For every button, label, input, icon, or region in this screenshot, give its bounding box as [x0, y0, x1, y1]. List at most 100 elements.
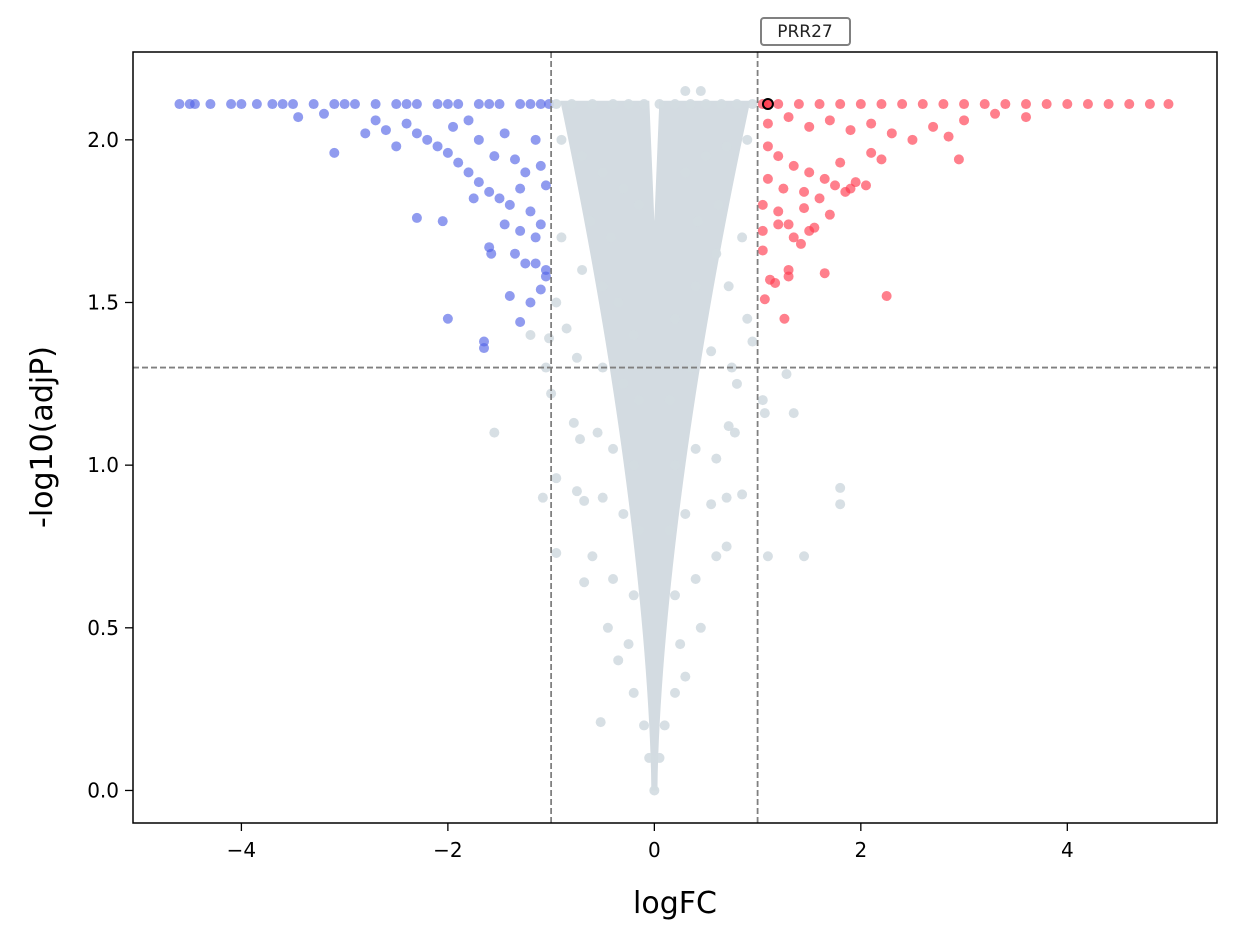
x-axis-title: logFC: [633, 886, 717, 921]
data-point: [575, 434, 586, 445]
data-point: [737, 489, 748, 500]
data-point: [866, 147, 877, 158]
data-point: [824, 209, 835, 220]
data-point: [680, 671, 691, 682]
data-point: [1103, 99, 1114, 110]
data-point: [804, 121, 815, 132]
data-point: [700, 151, 711, 162]
data-point: [628, 330, 639, 341]
data-point: [349, 99, 360, 110]
data-point: [370, 99, 381, 110]
annotation-label: PRR27: [777, 22, 833, 42]
data-point: [795, 238, 806, 249]
data-point: [579, 495, 590, 506]
data-point: [757, 245, 768, 256]
data-point: [654, 99, 665, 110]
y-tick-label: 1.0: [87, 453, 119, 477]
data-point: [540, 271, 551, 282]
data-point: [551, 473, 562, 484]
data-point: [504, 199, 515, 210]
data-point: [288, 99, 299, 110]
x-tick-label: 2: [854, 838, 867, 862]
data-point: [723, 421, 734, 432]
series-down: [174, 99, 555, 354]
data-point: [690, 574, 701, 585]
data-point: [685, 362, 696, 373]
data-point: [515, 183, 526, 194]
data-point: [819, 268, 830, 279]
data-point: [721, 141, 732, 152]
data-point: [308, 99, 319, 110]
data-point: [680, 86, 691, 97]
data-point: [759, 294, 770, 305]
x-tick-label: −4: [227, 838, 256, 862]
data-point: [943, 131, 954, 142]
data-point: [711, 248, 722, 259]
x-tick-label: −2: [433, 838, 462, 862]
data-point: [597, 167, 608, 178]
annotation-layer: PRR27: [760, 17, 851, 46]
data-point: [579, 577, 590, 588]
data-point: [174, 99, 185, 110]
data-point: [267, 99, 278, 110]
data-point: [928, 121, 939, 132]
data-point: [535, 160, 546, 171]
data-point: [551, 99, 562, 110]
data-point: [783, 219, 794, 230]
data-point: [716, 99, 727, 110]
data-point: [422, 134, 433, 145]
data-point: [535, 99, 546, 110]
data-point: [613, 297, 624, 308]
data-point: [540, 180, 551, 191]
data-point: [793, 99, 804, 110]
data-point: [602, 622, 613, 633]
data-point: [628, 460, 639, 471]
plot-frame: [132, 51, 1218, 824]
data-point: [835, 157, 846, 168]
data-point: [814, 193, 825, 204]
data-point: [448, 121, 459, 132]
ns-density-area: [560, 100, 751, 791]
data-point: [370, 115, 381, 126]
data-point: [659, 720, 670, 731]
axis-ticks: −4 −2 0 2 4 0.0 0.5 1.0 1.5 2.0: [87, 128, 1073, 862]
data-point: [251, 99, 262, 110]
data-point: [680, 508, 691, 519]
data-point: [329, 147, 340, 158]
data-point: [463, 167, 474, 178]
data-point: [783, 271, 794, 282]
x-tick-label: 0: [648, 838, 661, 862]
data-point: [711, 551, 722, 562]
data-point: [1124, 99, 1135, 110]
data-point: [453, 157, 464, 168]
data-point: [571, 352, 582, 363]
data-point: [773, 151, 784, 162]
data-point: [959, 115, 970, 126]
data-point: [184, 99, 195, 110]
data-point: [520, 258, 531, 269]
data-point: [788, 408, 799, 419]
data-point: [814, 99, 825, 110]
data-point: [411, 128, 422, 139]
data-point: [845, 125, 856, 136]
data-point: [515, 317, 526, 328]
data-point: [721, 541, 732, 552]
data-point: [453, 99, 464, 110]
data-point: [468, 193, 479, 204]
data-point: [762, 173, 773, 184]
data-point: [411, 212, 422, 223]
data-point: [835, 499, 846, 510]
data-point: [759, 408, 770, 419]
data-point: [779, 313, 790, 324]
data-point: [442, 147, 453, 158]
data-point: [587, 99, 598, 110]
data-point: [551, 547, 562, 558]
data-point: [670, 460, 680, 471]
data-point: [236, 99, 247, 110]
data-point: [515, 99, 526, 110]
data-point: [577, 264, 588, 275]
data-point: [585, 216, 596, 227]
data-point: [391, 99, 402, 110]
data-point: [571, 486, 582, 497]
annotation-box: [760, 17, 851, 46]
